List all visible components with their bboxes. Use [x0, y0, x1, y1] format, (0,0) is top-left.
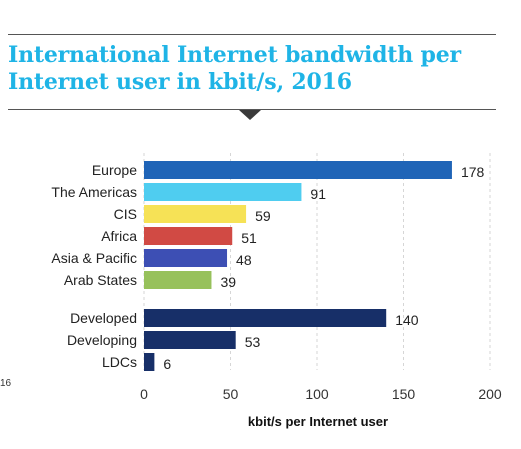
- bar: [144, 205, 247, 223]
- category-label: LDCs: [102, 354, 137, 370]
- chart-title: International Internet bandwidth per Int…: [8, 42, 461, 95]
- x-tick-label: 50: [223, 386, 239, 402]
- value-label: 6: [163, 356, 171, 372]
- bar: [144, 183, 302, 201]
- side-text-fragment: 16: [0, 378, 12, 389]
- x-tick-label: 200: [478, 386, 502, 402]
- value-label: 91: [310, 186, 326, 202]
- value-label: 140: [395, 312, 419, 328]
- top-rule: [8, 34, 496, 35]
- title-divider: [8, 109, 496, 110]
- category-label: Arab States: [64, 272, 137, 288]
- bars: [144, 161, 452, 371]
- bar: [144, 353, 155, 371]
- category-label: Asia & Pacific: [51, 250, 137, 266]
- bar: [144, 331, 236, 349]
- bar: [144, 227, 233, 245]
- value-label: 53: [245, 334, 261, 350]
- category-label: Europe: [92, 162, 137, 178]
- category-label: Africa: [101, 228, 137, 244]
- pointer-down-icon: [239, 110, 261, 120]
- x-axis-title: kbit/s per Internet user: [248, 414, 388, 429]
- value-label: 178: [461, 164, 485, 180]
- x-axis-ticks: 0 50 100 150 200: [140, 386, 502, 402]
- category-label: Developed: [70, 310, 137, 326]
- bar: [144, 249, 228, 267]
- labels: Europe 178 The Americas 91 CIS 59 Africa 51 Asia…: [51, 162, 484, 372]
- value-label: 51: [241, 230, 257, 246]
- category-label: The Americas: [51, 184, 137, 200]
- category-label: Developing: [67, 332, 137, 348]
- bar: [144, 161, 452, 179]
- value-label: 59: [255, 208, 271, 224]
- bar: [144, 271, 212, 289]
- x-tick-label: 150: [392, 386, 416, 402]
- value-label: 48: [236, 252, 252, 268]
- value-label: 39: [220, 274, 236, 290]
- category-label: CIS: [114, 206, 137, 222]
- x-tick-label: 0: [140, 386, 148, 402]
- bar: [144, 309, 387, 327]
- x-tick-label: 100: [305, 386, 329, 402]
